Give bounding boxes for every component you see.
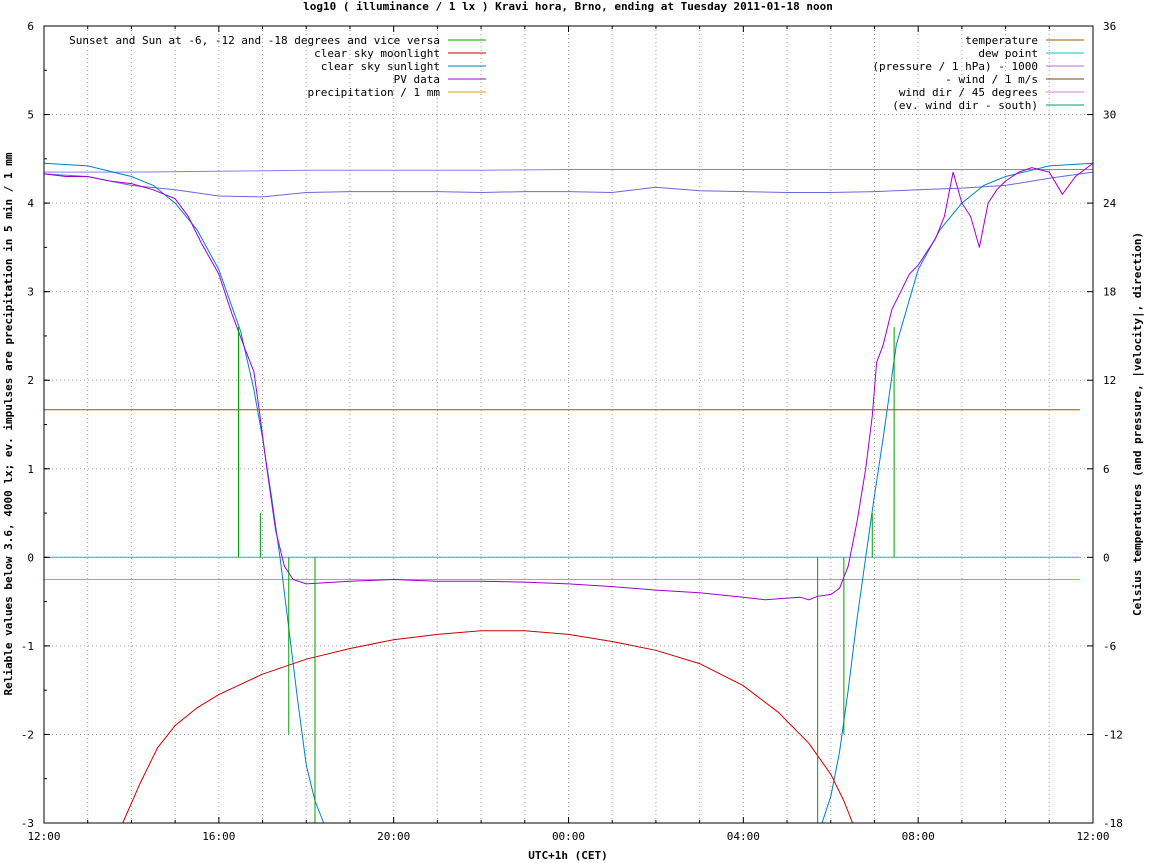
legend-label: clear sky sunlight (321, 60, 440, 73)
series-line-wind-dir-45-degrees (44, 169, 1093, 173)
legend-label: Sunset and Sun at -6, -12 and -18 degree… (69, 34, 440, 47)
legend-label: precipitation / 1 mm (308, 86, 441, 99)
grid-lines (44, 26, 1093, 823)
y-tick-label: 5 (27, 109, 34, 122)
y2-tick-label: 6 (1103, 463, 1110, 476)
y2-tick-label: -6 (1103, 640, 1116, 653)
y-tick-label: 6 (27, 20, 34, 33)
legend-label: dew point (978, 47, 1038, 60)
y-tick-label: -3 (21, 817, 34, 830)
y-axis-label: Reliable values below 3.6, 4000 lx; ev. … (2, 152, 15, 695)
y2-tick-label: -18 (1103, 817, 1123, 830)
series-line-pv-data (44, 162, 1093, 601)
legend-label: PV data (394, 73, 440, 86)
y-tick-label: -2 (21, 728, 34, 741)
y-tick-label: 4 (27, 197, 34, 210)
x-tick-label: 20:00 (377, 830, 410, 843)
x-tick-label: 00:00 (552, 830, 585, 843)
y2-tick-label: 30 (1103, 109, 1116, 122)
y-tick-label: 1 (27, 463, 34, 476)
legend-label: temperature (965, 34, 1038, 47)
x-tick-label: 12:00 (1076, 830, 1109, 843)
x-tick-label: 16:00 (202, 830, 235, 843)
series-line-clear-sky-moonlight (122, 630, 854, 823)
x-tick-label: 12:00 (27, 830, 60, 843)
y2-tick-label: 18 (1103, 286, 1116, 299)
legend-label: - wind / 1 m/s (945, 73, 1038, 86)
y2-tick-label: 12 (1103, 374, 1116, 387)
axis-ticks: 12:00 16:00 20:00 00:00 04:00 08:00 12:00-3-2-… (21, 20, 1123, 843)
series-layer (44, 162, 1093, 823)
y-tick-label: 3 (27, 286, 34, 299)
x-tick-label: 08:00 (902, 830, 935, 843)
y2-tick-label: 0 (1103, 551, 1110, 564)
y2-tick-label: -12 (1103, 728, 1123, 741)
legend-label: clear sky moonlight (314, 47, 440, 60)
x-axis-label: UTC+1h (CET) (528, 849, 607, 862)
sun-event-impulses (238, 327, 895, 823)
legend: Sunset and Sun at -6, -12 and -18 degree… (69, 34, 1084, 112)
series-line-pressure-1-hpa-1000 (44, 171, 1093, 198)
legend-label: wind dir / 45 degrees (899, 86, 1038, 99)
y-tick-label: -1 (21, 640, 34, 653)
y2-axis-label: Celsius temperatures (and pressure, |vel… (1131, 232, 1144, 616)
y2-tick-label: 36 (1103, 20, 1116, 33)
chart-title: log10 ( illuminance / 1 lx ) Kravi hora,… (303, 0, 833, 13)
y-tick-label: 0 (27, 551, 34, 564)
legend-label: (pressure / 1 hPa) - 1000 (872, 60, 1038, 73)
y-tick-label: 2 (27, 374, 34, 387)
legend-label: (ev. wind dir - south) (892, 99, 1038, 112)
x-tick-label: 04:00 (727, 830, 760, 843)
plot-frame (43, 25, 1094, 824)
y2-tick-label: 24 (1103, 197, 1117, 210)
